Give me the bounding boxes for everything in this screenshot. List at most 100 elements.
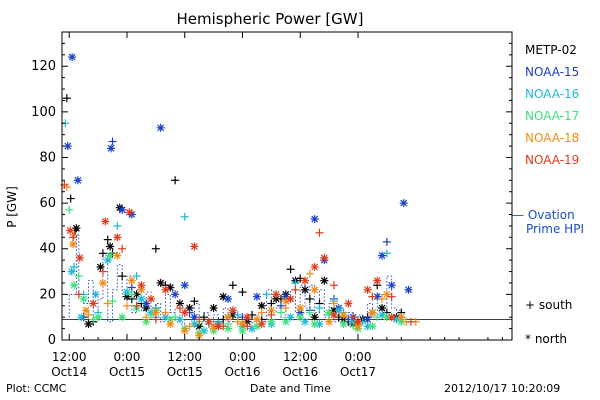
x-tick-label: 0:00	[113, 350, 140, 364]
x-tick-label: 0:00	[229, 350, 256, 364]
north-point	[91, 290, 100, 299]
legend-item: NOAA-17	[525, 109, 580, 123]
x-tick-sublabel: Oct16	[224, 365, 260, 379]
south-point	[276, 308, 285, 317]
north-point	[166, 320, 175, 329]
north-point	[72, 224, 81, 233]
north-point	[310, 320, 319, 329]
x-tick-label: 12:00	[52, 350, 87, 364]
south-point	[276, 301, 285, 310]
x-tick-label: 12:00	[167, 350, 202, 364]
south-point	[329, 299, 338, 308]
north-point	[209, 304, 218, 313]
north-point	[325, 317, 334, 326]
timestamp: 2012/10/17 10:20:09	[444, 382, 561, 395]
north-point	[190, 242, 199, 251]
north-point	[301, 276, 310, 285]
south-point	[315, 304, 324, 313]
south-point	[66, 194, 75, 203]
north-point	[320, 253, 329, 262]
south-point	[228, 281, 237, 290]
chart-title: Hemispheric Power [GW]	[176, 10, 364, 28]
y-tick-label: 80	[39, 150, 56, 165]
plot-credit: Plot: CCMC	[6, 382, 67, 395]
north-point	[82, 306, 91, 315]
south-point	[74, 290, 83, 299]
x-axis-label: Date and Time	[250, 382, 331, 395]
x-tick-sublabel: Oct15	[167, 365, 203, 379]
axes-layer: 02040608010012012:00Oct140:00Oct1512:00O…	[31, 31, 513, 379]
north-point	[310, 285, 319, 294]
south-point	[368, 292, 377, 301]
ovation-legend-line1: — Ovation	[512, 208, 575, 222]
south-point	[305, 294, 314, 303]
south-point	[127, 283, 136, 292]
legend-item: METP-02	[525, 43, 577, 57]
south-point	[267, 310, 276, 319]
north-point	[310, 215, 319, 224]
south-point	[286, 265, 295, 274]
south-point	[122, 301, 131, 310]
north-point	[70, 281, 79, 290]
north-point	[69, 240, 78, 249]
south-point	[118, 272, 127, 281]
x-tick-sublabel: Oct17	[340, 365, 376, 379]
south-point	[103, 299, 112, 308]
south-point	[190, 297, 199, 306]
north-point	[106, 251, 115, 260]
x-tick-label: 0:00	[345, 350, 372, 364]
north-point	[378, 304, 387, 313]
north-point	[368, 308, 377, 317]
south-point	[98, 249, 107, 258]
north-point	[238, 326, 247, 335]
north-point	[137, 294, 146, 303]
north-point	[204, 317, 213, 326]
north-point	[171, 290, 180, 299]
north-point	[101, 217, 110, 226]
legend-item: NOAA-19	[525, 153, 580, 167]
south-point	[151, 315, 160, 324]
north-point	[137, 281, 146, 290]
north-point	[339, 310, 348, 319]
south-point	[387, 292, 396, 301]
south-point	[195, 315, 204, 324]
north-point	[228, 306, 237, 315]
north-point	[127, 276, 136, 285]
north-point	[368, 322, 377, 331]
north-point	[224, 294, 233, 303]
north-point	[339, 320, 348, 329]
north-point	[214, 322, 223, 331]
south-point	[291, 278, 300, 287]
south-point	[329, 281, 338, 290]
north-symbol-legend: * north	[525, 332, 568, 346]
north-point	[344, 299, 353, 308]
north-point	[63, 142, 72, 151]
south-point	[185, 322, 194, 331]
north-point	[296, 304, 305, 313]
south-point	[151, 244, 160, 253]
north-point	[320, 276, 329, 285]
y-tick-label: 20	[39, 287, 56, 302]
south-point	[108, 137, 117, 146]
south-point	[175, 304, 184, 313]
x-tick-sublabel: Oct15	[109, 365, 145, 379]
north-point	[272, 290, 281, 299]
north-point	[180, 326, 189, 335]
south-point	[382, 249, 391, 258]
north-point	[73, 176, 82, 185]
x-tick-label: 12:00	[283, 350, 318, 364]
south-point	[257, 308, 266, 317]
north-point	[94, 313, 103, 322]
south-point	[406, 317, 415, 326]
south-point	[291, 285, 300, 294]
x-tick-sublabel: Oct14	[51, 365, 87, 379]
south-point	[267, 299, 276, 308]
south-point	[98, 267, 107, 276]
north-point	[363, 285, 372, 294]
north-point	[107, 144, 116, 153]
north-point	[113, 233, 122, 242]
north-point	[387, 281, 396, 290]
y-tick-label: 60	[39, 196, 56, 211]
north-point	[404, 285, 413, 294]
north-point	[156, 123, 165, 132]
